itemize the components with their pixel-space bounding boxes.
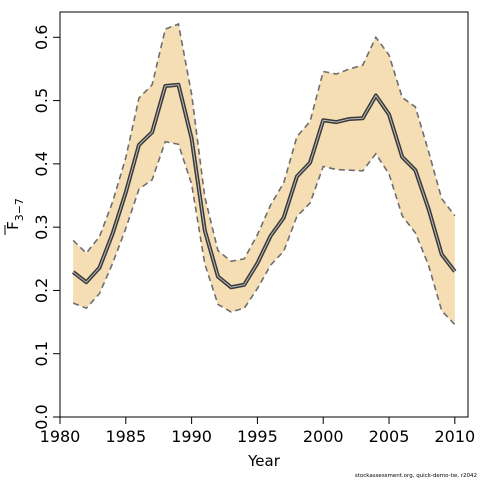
x-tick-label: 2010 bbox=[434, 427, 475, 446]
y-axis-title: F3−7 bbox=[4, 198, 26, 235]
confidence-band-layer bbox=[72, 22, 456, 326]
y-tick-label: 0.0 bbox=[32, 404, 51, 429]
x-tick-label: 2005 bbox=[369, 427, 410, 446]
x-tick-label: 1980 bbox=[40, 427, 81, 446]
y-tick-label: 0.1 bbox=[32, 341, 51, 366]
footnote: stockassessment.org, quick-demo-tw, r204… bbox=[355, 473, 477, 479]
x-tick-label: 2000 bbox=[303, 427, 344, 446]
y-tick-label: 0.3 bbox=[32, 214, 51, 239]
y-axis: 0.0 0.1 0.2 0.3 0.4 0.5 0.6 bbox=[32, 25, 60, 430]
y-tick-label: 0.4 bbox=[32, 151, 51, 176]
y-axis-title-subscript: 3−7 bbox=[13, 198, 26, 221]
x-axis-title: Year bbox=[247, 452, 281, 470]
x-axis: 1980 1985 1990 1995 2000 2005 2010 bbox=[40, 417, 475, 446]
estimate-line-layer bbox=[71, 82, 457, 290]
estimate-line-highlight bbox=[72, 84, 456, 288]
confidence-band bbox=[73, 24, 455, 325]
upper-bound-line bbox=[72, 22, 456, 263]
plot-frame bbox=[59, 11, 469, 418]
y-tick-label: 0.6 bbox=[32, 25, 51, 50]
y-axis-title-main: F bbox=[4, 221, 22, 230]
x-tick-label: 1985 bbox=[105, 427, 146, 446]
x-tick-label: 1995 bbox=[237, 427, 278, 446]
x-tick-label: 1990 bbox=[171, 427, 212, 446]
y-tick-label: 0.2 bbox=[32, 278, 51, 303]
svg-text:F3−7: F3−7 bbox=[4, 198, 26, 230]
y-tick-label: 0.5 bbox=[32, 88, 51, 113]
